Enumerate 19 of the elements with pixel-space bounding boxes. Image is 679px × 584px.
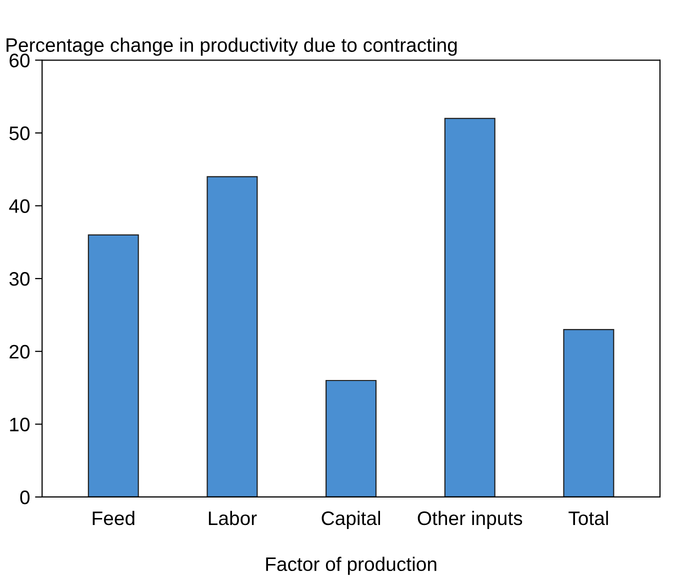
x-tick-label: Capital: [322, 510, 380, 529]
bar: [88, 234, 139, 497]
y-axis-title: Percentage change in productivity due to contracting: [6, 38, 457, 56]
y-tick-label: 50: [9, 126, 30, 140]
bar: [206, 176, 258, 497]
y-tick-label: 10: [10, 418, 30, 432]
bar: [563, 328, 614, 497]
x-tick-label: Other inputs: [418, 510, 522, 529]
y-tick-label: 40: [9, 199, 30, 213]
bar: [326, 380, 377, 497]
x-tick-label: Feed: [92, 510, 134, 526]
y-tick-label: 30: [9, 272, 30, 286]
y-tick-label: 0: [20, 490, 30, 504]
y-tick-label: 20: [10, 344, 30, 359]
bar: [444, 118, 496, 497]
y-tick-label: 60: [10, 54, 30, 68]
x-axis-title: Factor of production: [266, 556, 436, 575]
x-tick-label: Total: [568, 510, 608, 526]
x-tick-label: Labor: [208, 510, 257, 526]
